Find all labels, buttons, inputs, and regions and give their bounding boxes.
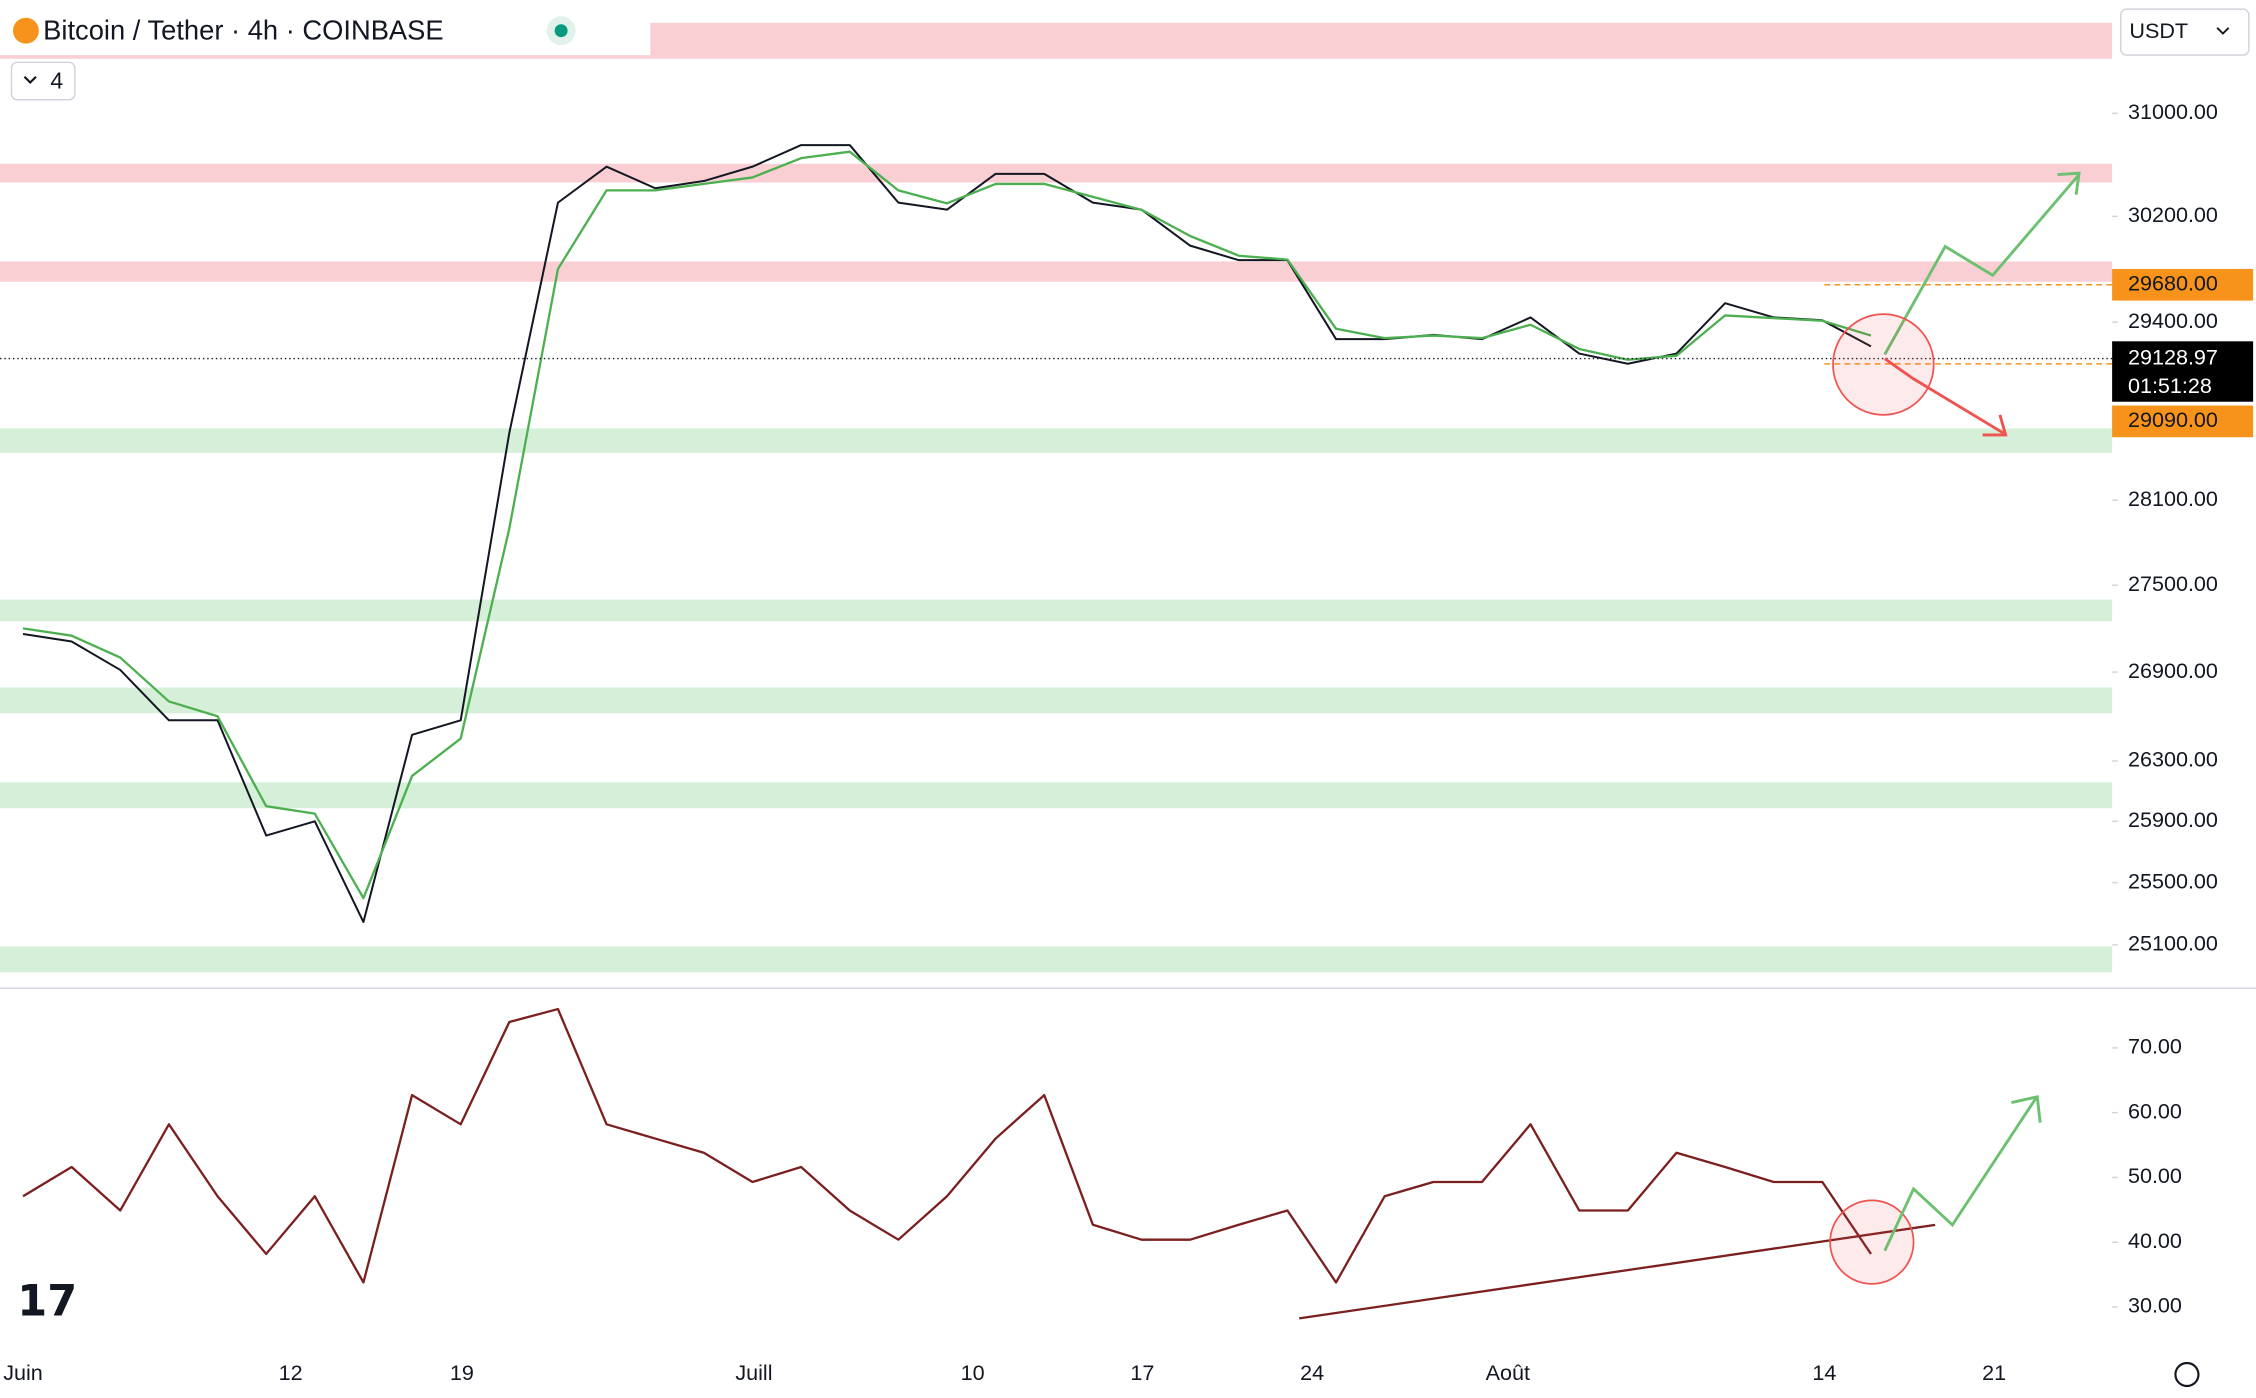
up-arrow (1883, 171, 2081, 356)
y-tick-label: 28100.00 (2128, 486, 2218, 511)
zones (0, 22, 2113, 973)
status-dot (554, 24, 568, 38)
x-tick-label: 24 (1300, 1360, 1324, 1385)
title: Bitcoin / Tether · 4h · COINBASE (43, 14, 443, 45)
y-tick-label: 50.00 (2128, 1163, 2182, 1188)
title-background (0, 9, 651, 56)
y-tick-label: 30.00 (2128, 1293, 2182, 1318)
currency-selector[interactable] (2120, 8, 2250, 56)
y-tick-label: 25900.00 (2128, 807, 2218, 832)
y-tick-label: 40.00 (2128, 1228, 2182, 1253)
y-tick-label: 25500.00 (2128, 868, 2218, 893)
x-tick-label: Juill (735, 1360, 772, 1385)
zone (0, 782, 2113, 809)
y-tick-label: 60.00 (2128, 1098, 2182, 1123)
x-tick-label: 10 (961, 1360, 985, 1385)
rsi-up-arrow (1883, 1095, 2042, 1252)
current-price: 29128.97 (2128, 344, 2218, 369)
settings-icon[interactable] (2174, 1361, 2200, 1388)
y-tick-label: 26900.00 (2128, 658, 2218, 683)
zone (0, 599, 2113, 622)
x-tick-label: 17 (1130, 1360, 1154, 1385)
y-tick-label: 29400.00 (2128, 308, 2218, 333)
highlight-circle (1829, 1199, 1915, 1285)
price-level-box (2112, 405, 2254, 438)
tradingview-logo: 𝟭𝟳 (17, 1277, 77, 1325)
y-tick-label: 26300.00 (2128, 747, 2218, 772)
price-level-label: 29090.00 (2128, 407, 2218, 432)
x-tick-label: Août (1486, 1360, 1530, 1385)
y-tick-label: 27500.00 (2128, 571, 2218, 596)
x-tick-label: 21 (1982, 1360, 2006, 1385)
rsi-line (22, 1007, 1872, 1284)
highlight-circle (1832, 313, 1935, 416)
rsi-trendline (1299, 1223, 1936, 1320)
zone (0, 687, 2113, 714)
currency: USDT (2129, 18, 2188, 43)
y-tick-label: 31000.00 (2128, 99, 2218, 124)
x-tick-label: 19 (450, 1360, 474, 1385)
x-tick-label: Juin (3, 1360, 43, 1385)
x-tick-label: 12 (279, 1360, 303, 1385)
zone (0, 261, 2113, 282)
zone (0, 428, 2113, 453)
current-price-box (2112, 341, 2254, 402)
zone (0, 163, 2113, 183)
down-arrow (1883, 357, 2008, 437)
price-level-label: 29680.00 (2128, 270, 2218, 295)
plot: 31000.00 30200.00 29400.00 28100.00 27500.00… (0, 99, 2254, 1385)
ema-line (22, 150, 1872, 900)
y-tick-label: 70.00 (2128, 1034, 2182, 1059)
indicator-count: 4 (50, 68, 63, 94)
chevron (23, 75, 37, 85)
chevron (2216, 27, 2230, 35)
indicator-toggle[interactable] (10, 61, 76, 101)
y-tick-label: 25100.00 (2128, 931, 2218, 956)
x-tick-label: 14 (1812, 1360, 1836, 1385)
annotations (1299, 171, 2081, 1320)
price-level-box (2112, 268, 2254, 301)
y-tick-label: 30200.00 (2128, 202, 2218, 227)
bitcoin-icon (12, 17, 39, 44)
countdown: 01:51:28 (2128, 373, 2212, 398)
zone (0, 946, 2113, 973)
